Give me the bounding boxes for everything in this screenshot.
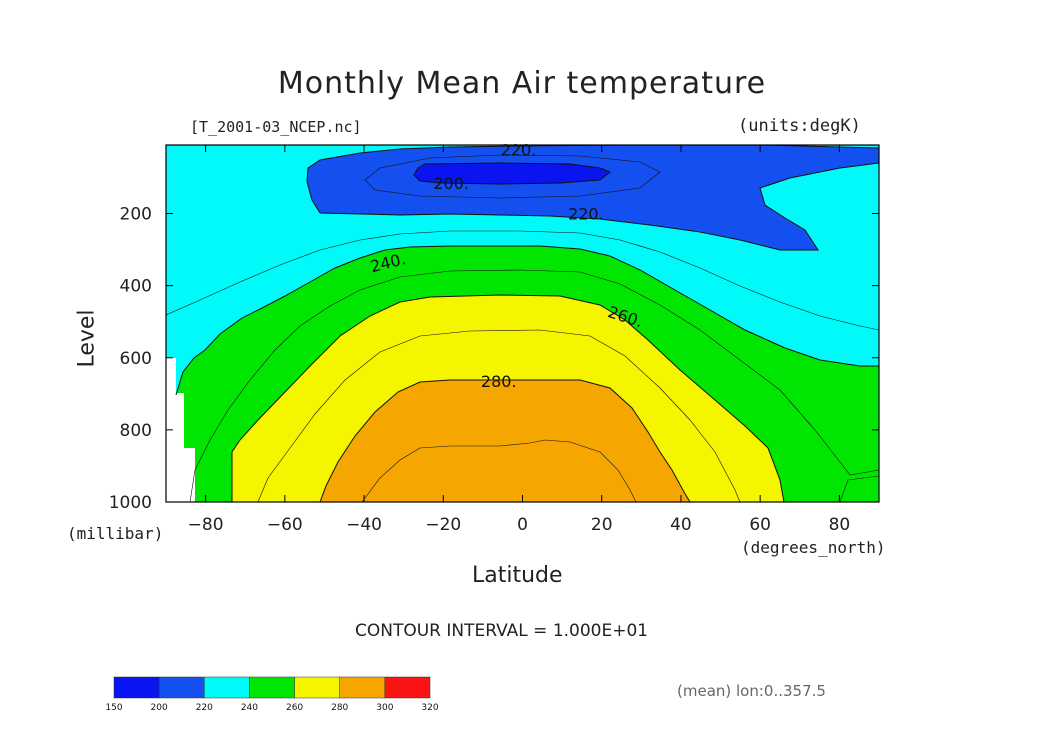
chart-title: Monthly Mean Air temperature (277, 66, 767, 101)
band-190-200 (414, 163, 610, 184)
x-tick-label: 0 (517, 515, 528, 535)
contour-label: 220. (568, 205, 604, 224)
x-tick-label: −80 (188, 515, 224, 535)
colorbar-label: 240 (241, 703, 258, 713)
missing-data-2 (166, 393, 184, 448)
y-tick-label: 400 (120, 277, 152, 297)
contour-line-260 (231, 294, 785, 502)
contour-line-240 (175, 245, 879, 396)
colorbar-swatch (113, 676, 160, 699)
colorbar-swatch (294, 676, 340, 699)
colorbar-label: 300 (376, 703, 393, 713)
y-axis-label: Level (74, 309, 100, 368)
averaging-note: (mean) lon:0..357.5 (677, 682, 826, 700)
colorbar-swatch (204, 676, 250, 699)
x-tick-label: 20 (591, 515, 613, 535)
contour-line-210 (364, 154, 661, 199)
colorbar-label: 260 (286, 703, 303, 713)
x-axis-label: Latitude (472, 563, 563, 588)
contour-line-200 (413, 162, 611, 185)
contour-line-230 (166, 230, 879, 331)
contour-line-250 (189, 269, 879, 502)
x-tick-label: 80 (829, 515, 851, 535)
y-tick-label: 600 (120, 349, 152, 369)
contour-label: 220. (501, 140, 537, 159)
axes: −80 −60 −40 −20 0 20 40 60 80 200 400 600 800 1000 (109, 145, 879, 535)
y-tick-label: 800 (120, 421, 152, 441)
contour-line-220 (306, 145, 879, 251)
y-tick-label: 200 (120, 205, 152, 225)
x-tick-label: −60 (267, 515, 303, 535)
colorbar-swatch (384, 676, 431, 699)
source-file-label: [T_2001-03_NCEP.nc] (190, 118, 362, 136)
y-tick-label: 1000 (109, 493, 152, 513)
colorbar-label: 200 (151, 703, 168, 713)
missing-data-3 (166, 448, 195, 502)
colorbar-label: 150 (105, 703, 122, 713)
contour-line-280 (319, 379, 691, 502)
colorbar: 150 200 220 240 260 280 300 320 (105, 676, 439, 713)
colorbar-swatch (339, 676, 386, 699)
colorbar-swatch (249, 676, 295, 699)
x-tick-label: −20 (425, 515, 461, 535)
units-label: (units:degK) (738, 116, 861, 136)
contour-line-290 (361, 439, 637, 502)
y-axis-unit: (millibar) (67, 524, 164, 543)
band-280-300 (320, 380, 690, 502)
colorbar-swatch (158, 676, 205, 699)
colorbar-label: 320 (421, 703, 438, 713)
x-tick-label: −40 (346, 515, 382, 535)
colorbar-label: 280 (331, 703, 348, 713)
missing-data-1 (166, 358, 176, 393)
x-axis-unit: (degrees_north) (741, 538, 886, 557)
x-tick-label: 40 (670, 515, 692, 535)
contour-line-270 (257, 329, 741, 502)
contour-line-250-east (839, 475, 879, 502)
contour-label: 280. (481, 372, 517, 391)
x-tick-label: 60 (749, 515, 771, 535)
contour-label: 200. (433, 174, 469, 193)
colorbar-label: 220 (196, 703, 213, 713)
contour-interval-note: CONTOUR INTERVAL = 1.000E+01 (355, 621, 649, 641)
